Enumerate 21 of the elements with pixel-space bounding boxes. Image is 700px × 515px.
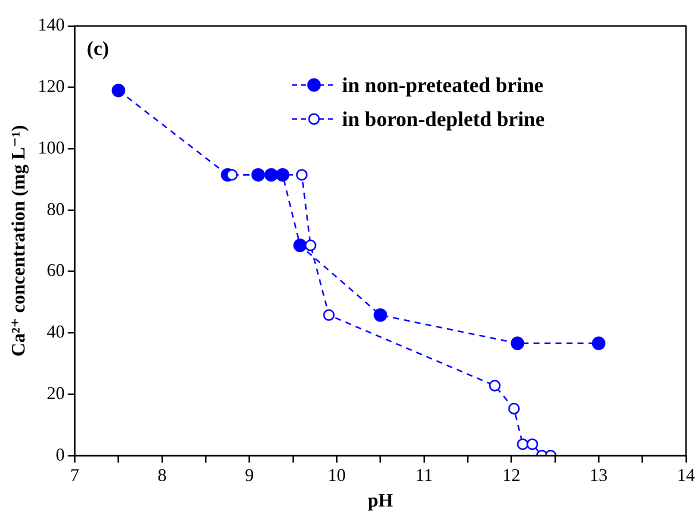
y-tick-label: 40	[46, 322, 65, 342]
y-tick-label: 100	[38, 137, 65, 158]
y-tick-label: 20	[46, 382, 65, 403]
y-tick-label: 140	[38, 14, 65, 35]
x-tick-label: 11	[415, 465, 433, 486]
x-tick-label: 9	[244, 465, 254, 486]
x-axis-title: pH	[368, 490, 394, 512]
x-tick-label: 8	[158, 465, 167, 486]
legend-label: in non-preteated brine	[342, 72, 544, 98]
y-axis-title: Ca²⁺ concentration (mg L⁻¹)	[8, 125, 30, 357]
y-tick-label: 60	[46, 260, 65, 280]
x-tick-label: 12	[502, 465, 520, 486]
x-tick-label: 7	[70, 465, 80, 486]
x-tick-label: 13	[590, 465, 608, 486]
x-tick-label: 10	[328, 465, 346, 486]
y-tick-label: 120	[38, 76, 65, 96]
annotation: (c)	[86, 38, 110, 60]
x-tick-label: 14	[677, 465, 695, 486]
legend-label: in boron-depletd brine	[342, 106, 545, 132]
y-tick-label: 0	[56, 444, 65, 464]
y-tick-label: 80	[46, 198, 65, 219]
